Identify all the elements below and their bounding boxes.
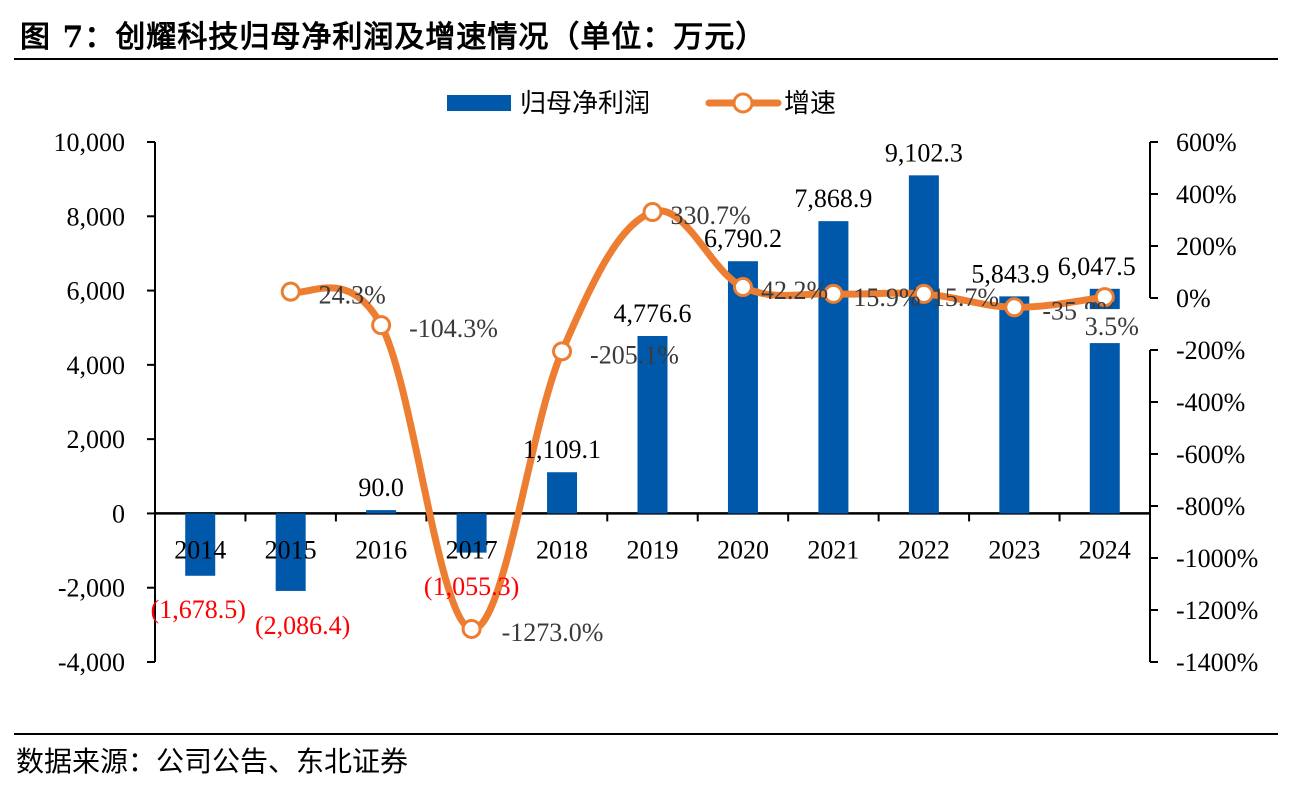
legend-line-marker bbox=[732, 92, 754, 114]
bar-2020 bbox=[727, 261, 758, 514]
growth-value-label: 330.7% bbox=[671, 201, 751, 230]
growth-value-label: -104.3% bbox=[409, 314, 498, 343]
x-tick-label: 2018 bbox=[536, 535, 588, 564]
right-axis-tick-label: -1000% bbox=[1176, 544, 1258, 573]
right-axis-tick-label: -400% bbox=[1176, 388, 1245, 417]
bar-value-label: 9,102.3 bbox=[885, 138, 963, 167]
bar-value-label: 90.0 bbox=[358, 473, 404, 502]
title-divider bbox=[14, 58, 1278, 60]
source-divider bbox=[14, 733, 1278, 735]
growth-point-2015 bbox=[280, 281, 301, 302]
growth-point-2020 bbox=[732, 277, 753, 298]
growth-value-label: 15.9% bbox=[853, 283, 920, 312]
x-tick-label: 2016 bbox=[355, 535, 407, 564]
bar-2014 bbox=[185, 513, 216, 576]
growth-point-2024 bbox=[1094, 287, 1115, 308]
left-axis-tick-label: -4,000 bbox=[58, 648, 125, 677]
x-tick-label: 2014 bbox=[174, 535, 226, 564]
growth-value-label: 42.2% bbox=[761, 276, 828, 305]
x-tick-label: 2023 bbox=[988, 535, 1040, 564]
legend: 归母净利润 增速 bbox=[447, 89, 836, 119]
left-axis-tick-label: 6,000 bbox=[67, 277, 126, 306]
right-axis-tick-label: -1200% bbox=[1176, 596, 1258, 625]
data-source: 数据来源：公司公告、东北证券 bbox=[16, 745, 409, 778]
pct-label-background bbox=[1078, 309, 1163, 344]
left-axis-tick-label: 0 bbox=[112, 499, 125, 528]
bar-value-label: 1,109.1 bbox=[523, 435, 601, 464]
bar-value-label: 6,790.2 bbox=[704, 224, 782, 253]
left-axis-tick-label: 8,000 bbox=[67, 202, 126, 231]
left-axis-tick-label: -2,000 bbox=[58, 574, 125, 603]
left-axis-tick-label: 4,000 bbox=[67, 351, 126, 380]
right-axis-tick-label: 600% bbox=[1176, 128, 1237, 157]
bar-2015 bbox=[275, 513, 306, 591]
legend-bar-swatch bbox=[447, 95, 511, 111]
bar-2018 bbox=[547, 472, 578, 514]
x-tick-label: 2019 bbox=[627, 535, 679, 564]
bar-value-label: 5,843.9 bbox=[971, 259, 1049, 288]
x-tick-label: 2020 bbox=[717, 535, 769, 564]
growth-point-2018 bbox=[552, 341, 573, 362]
bar-2019 bbox=[637, 336, 668, 514]
x-tick-label: 2017 bbox=[446, 535, 498, 564]
right-axis-tick-label: -1400% bbox=[1176, 648, 1258, 677]
right-axis-tick-label: 0% bbox=[1176, 284, 1211, 313]
growth-point-2023 bbox=[1004, 297, 1025, 318]
bar-value-label: (2,086.4) bbox=[255, 611, 350, 640]
left-axis-tick-label: 2,000 bbox=[67, 425, 126, 454]
bar-2016 bbox=[366, 510, 397, 514]
right-axis-tick-label: -200% bbox=[1176, 336, 1245, 365]
growth-point-2019 bbox=[642, 202, 663, 223]
growth-value-label: 24.3% bbox=[319, 281, 386, 310]
bar-2021 bbox=[818, 221, 849, 514]
bar-value-label: 4,776.6 bbox=[614, 299, 692, 328]
x-tick-label: 2021 bbox=[807, 535, 859, 564]
right-axis-tick-label: 400% bbox=[1176, 180, 1237, 209]
right-axis-tick-label: -600% bbox=[1176, 440, 1245, 469]
bar-value-label: 6,047.5 bbox=[1058, 252, 1136, 281]
growth-value-label: 3.5% bbox=[1085, 312, 1139, 341]
legend-line-label: 增速 bbox=[784, 89, 836, 119]
x-tick-label: 2022 bbox=[898, 535, 950, 564]
growth-point-2016 bbox=[371, 315, 392, 336]
x-tick-label: 2015 bbox=[265, 535, 317, 564]
growth-point-2022 bbox=[913, 283, 934, 304]
x-tick-label: 2024 bbox=[1079, 535, 1131, 564]
right-axis-tick-label: -800% bbox=[1176, 492, 1245, 521]
growth-value-label: -1273.0% bbox=[502, 618, 604, 647]
growth-point-2021 bbox=[823, 283, 844, 304]
growth-value-label: 15.7% bbox=[932, 283, 999, 312]
left-axis-tick-label: 10,000 bbox=[54, 128, 126, 157]
growth-point-2017 bbox=[461, 618, 482, 639]
growth-value-label: -205.1% bbox=[590, 340, 679, 369]
bar-value-label: (1,678.5) bbox=[151, 595, 246, 624]
bar-value-label: 7,868.9 bbox=[794, 184, 872, 213]
bar-2017 bbox=[456, 513, 487, 553]
bar-value-label: (1,055.3) bbox=[424, 572, 519, 601]
right-axis-tick-label: 200% bbox=[1176, 232, 1237, 261]
bar-2023 bbox=[999, 296, 1030, 514]
bar-2022 bbox=[908, 175, 939, 514]
legend-bar-label: 归母净利润 bbox=[520, 89, 650, 119]
figure-title: 图 7：创耀科技归母净利润及增速情况（单位：万元） bbox=[20, 20, 767, 55]
